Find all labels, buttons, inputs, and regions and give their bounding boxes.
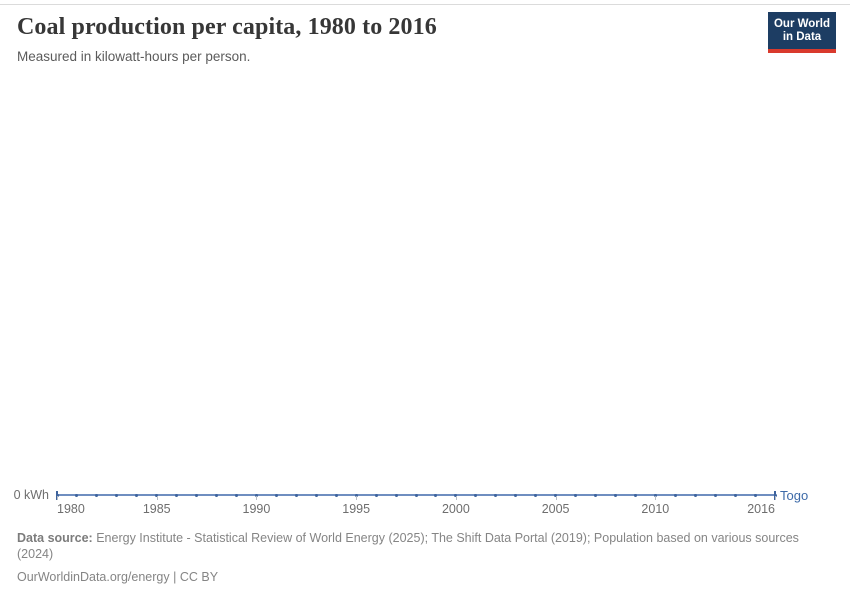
data-point-marker	[414, 493, 418, 497]
data-point-marker	[215, 493, 219, 497]
owid-logo-line1: Our World	[773, 17, 830, 30]
x-axis-tick	[356, 496, 358, 500]
chart-title: Coal production per capita, 1980 to 2016	[17, 14, 437, 40]
x-axis-tick-label: 2010	[641, 502, 670, 516]
chart-subtitle: Measured in kilowatt-hours per person.	[17, 48, 251, 64]
owid-logo-line2: in Data	[782, 30, 822, 43]
x-axis-tick	[455, 496, 457, 500]
data-point-marker	[474, 493, 478, 497]
data-point-marker	[594, 493, 597, 497]
x-axis-tick	[775, 496, 776, 500]
series-endcap	[56, 490, 58, 500]
chart-header: Coal production per capita, 1980 to 2016…	[17, 14, 747, 65]
y-axis-zero-label: 0 kWh	[13, 488, 49, 502]
chart-footer: Data source: Energy Institute - Statisti…	[17, 531, 833, 584]
entity-label-togo[interactable]: Togo	[780, 488, 809, 503]
data-source-label: Data source:	[17, 531, 93, 545]
x-axis-tick	[256, 496, 258, 500]
data-point-marker	[554, 493, 558, 497]
data-point-marker	[374, 493, 378, 497]
data-point-marker	[733, 493, 737, 497]
data-point-marker	[534, 493, 538, 497]
data-point-marker	[235, 493, 238, 497]
data-point-marker	[753, 493, 757, 497]
data-source-text: Energy Institute - Statistical Review of…	[17, 531, 799, 561]
data-point-marker	[135, 493, 139, 497]
data-point-marker	[75, 493, 79, 497]
data-point-marker	[394, 493, 398, 497]
x-axis-tick-label: 1990	[242, 502, 271, 516]
owid-logo[interactable]: Our World in Data	[768, 12, 836, 53]
x-axis-tick	[655, 496, 657, 500]
x-axis-tick	[555, 496, 557, 500]
data-point-marker	[653, 493, 657, 497]
data-point-marker	[454, 493, 458, 497]
data-point-marker	[673, 493, 677, 497]
owid-url-link[interactable]: OurWorldinData.org/energy	[17, 570, 170, 584]
x-axis-tick	[57, 496, 58, 500]
data-point-marker	[175, 493, 179, 497]
data-point-marker	[155, 493, 159, 497]
data-point-marker	[494, 493, 498, 497]
top-border-rule	[0, 4, 850, 5]
data-point-marker	[713, 493, 717, 497]
data-point-marker	[254, 493, 258, 497]
data-point-marker	[514, 493, 518, 497]
x-axis-tick-label: 2016	[747, 502, 775, 516]
data-point-marker	[314, 493, 318, 497]
license-note: OurWorldinData.org/energy | CC BY	[17, 570, 833, 584]
data-point-marker	[613, 493, 617, 497]
data-point-marker	[195, 493, 199, 497]
x-axis-tick-label: 2000	[441, 502, 470, 516]
data-point-marker	[274, 493, 278, 497]
data-source-note: Data source: Energy Institute - Statisti…	[17, 531, 833, 562]
x-axis-tick-label: 1985	[142, 502, 171, 516]
x-axis-tick	[156, 496, 158, 500]
data-point-marker	[334, 493, 338, 497]
data-point-marker	[95, 493, 99, 497]
data-point-marker	[115, 493, 119, 497]
series-endcap	[774, 490, 776, 500]
data-point-marker	[693, 493, 697, 497]
data-point-marker	[574, 493, 578, 497]
license-text: | CC BY	[173, 570, 219, 584]
data-point-marker	[354, 493, 358, 497]
data-point-marker	[294, 493, 298, 497]
x-axis-tick-label: 2005	[541, 502, 570, 516]
x-axis-tick-label: 1995	[342, 502, 371, 516]
data-point-marker	[633, 493, 637, 497]
data-point-marker	[434, 493, 438, 497]
x-axis-tick-label: 1980	[57, 502, 85, 516]
